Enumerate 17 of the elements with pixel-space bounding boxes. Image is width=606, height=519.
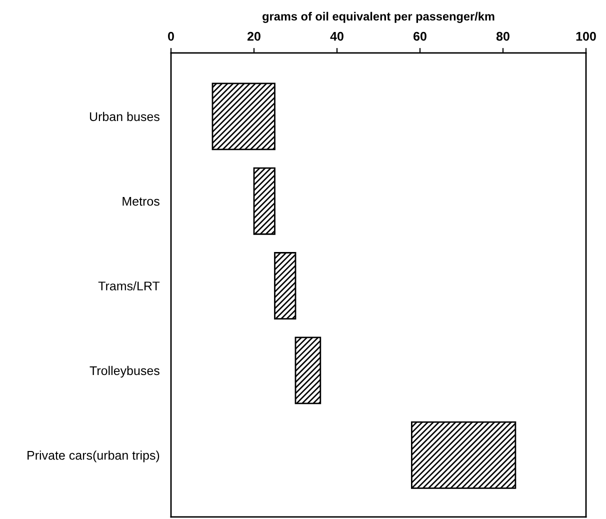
y-tick-label: Trolleybuses [90,366,160,378]
x-tick-label: 80 [496,32,510,41]
bar [253,167,276,235]
bar [212,82,276,150]
x-axis-title: grams of oil equivalent per passenger/km [262,12,494,23]
bar [274,252,296,320]
x-tick-label: 0 [168,32,174,41]
bar [411,421,516,489]
x-tick-label: 20 [247,32,260,41]
bar [294,336,322,404]
x-tick-label: 100 [576,32,596,41]
y-tick-label: Metros [122,197,160,206]
x-tick-label: 40 [330,32,344,41]
y-tick-label: Trams/LRT [98,281,160,290]
y-tick-label: Private cars(urban trips) [28,450,160,462]
x-tick-label: 60 [414,32,426,41]
y-tick-label: Urban buses [90,112,160,122]
